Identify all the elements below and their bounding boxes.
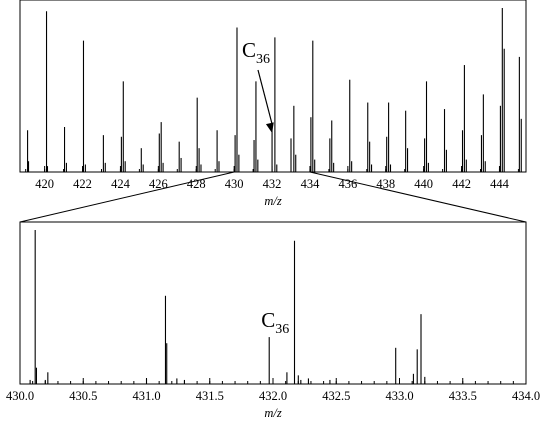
zoomed-peaks [29,230,426,384]
x-tick-label: 438 [376,177,395,191]
x-tick-label: 432.5 [322,389,350,403]
zoomed-c36-label-subscript: 36 [275,322,289,337]
overview-c36-arrow [257,69,273,125]
x-tick-label: 431.0 [132,389,160,403]
zoomed-spectrum-panel: 430.0 430.5 431.0 431.5 432.0 432.5 433.0 433.5… [6,221,540,420]
x-tick-label: 434 [301,177,321,191]
zoomed-c36-label-base: C [261,308,275,332]
zoomed-x-axis-label: m/z [264,406,282,420]
x-tick-label: 440 [414,177,433,191]
x-tick-label: 433.5 [449,389,477,403]
overview-spectrum-panel: 420 422 424 426 428 430 432 434 436 438 440 442 444 … [19,0,527,208]
x-tick-label: 420 [35,177,54,191]
x-tick-label: 444 [490,177,510,191]
overview-x-axis: 420 422 424 426 428 430 432 434 436 438 440 442 444 [25,166,519,191]
overview-spectrum-frame [19,0,527,173]
zoom-connector-right [309,171,527,223]
zoomed-spectrum-frame [19,221,527,385]
x-tick-label: 422 [73,177,92,191]
x-tick-label: 431.5 [196,389,224,403]
overview-c36-annotation: C36 [242,38,274,133]
x-tick-label: 434.0 [512,389,540,403]
zoom-connector-left [19,171,235,223]
overview-c36-label: C36 [242,38,270,67]
x-tick-label: 430 [225,177,244,191]
x-tick-label: 430.5 [69,389,97,403]
zoomed-x-axis: 430.0 430.5 431.0 431.5 432.0 432.5 433.0 433.5… [6,378,540,403]
x-tick-label: 436 [338,177,357,191]
x-tick-label: 426 [149,177,168,191]
overview-c36-label-base: C [242,38,256,62]
zoomed-c36-label: C36 [261,308,289,337]
x-tick-label: 442 [452,177,471,191]
zoom-connector-lines [19,171,527,223]
overview-x-axis-label: m/z [264,194,282,208]
overview-peaks [27,8,522,172]
x-tick-label: 428 [187,177,206,191]
x-tick-label: 432 [263,177,282,191]
x-tick-label: 432.0 [259,389,287,403]
overview-c36-label-subscript: 36 [256,52,270,67]
overview-c36-arrowhead [265,122,274,133]
x-tick-label: 424 [111,177,131,191]
x-tick-label: 433.0 [385,389,413,403]
x-tick-label: 430.0 [6,389,34,403]
